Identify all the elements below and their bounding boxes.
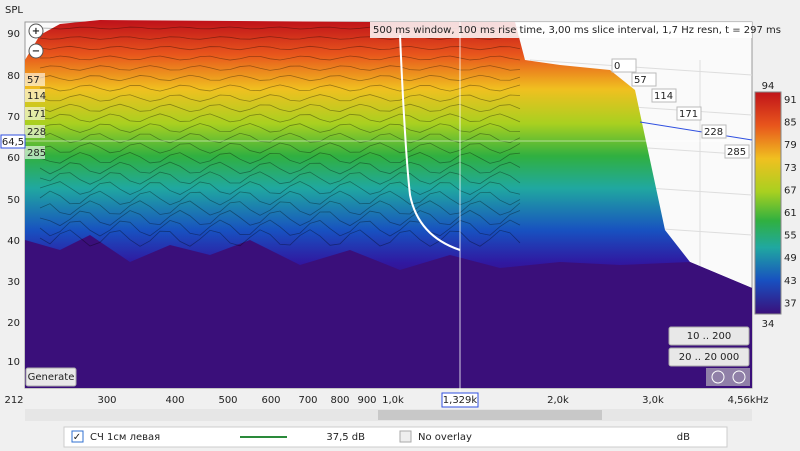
colorbar-tick: 73 bbox=[784, 163, 797, 174]
slice-label-right: 171 bbox=[679, 109, 698, 120]
decay-curve bbox=[399, 34, 461, 251]
trace-level: 37,5 dB bbox=[326, 432, 365, 443]
generate-button[interactable] bbox=[25, 367, 77, 387]
slice-label-right: 228 bbox=[704, 127, 723, 138]
y-tick-label: 70 bbox=[7, 112, 20, 123]
colorbar-tick: 37 bbox=[784, 298, 797, 309]
range-label-2: 20 .. 20 000 bbox=[679, 352, 739, 363]
header-info: 500 ms window, 100 ms rise time, 3,00 ms… bbox=[373, 25, 781, 36]
x-tick-label: 1,0k bbox=[382, 395, 404, 406]
range-label-1: 10 .. 200 bbox=[687, 331, 732, 342]
overlay-label: No overlay bbox=[418, 432, 472, 443]
cursor-y-label: 64,5 bbox=[2, 137, 24, 148]
overlay-unit: dB bbox=[677, 432, 690, 443]
zoom-box bbox=[706, 368, 750, 386]
colorbar bbox=[754, 91, 782, 315]
colorbar-max: 94 bbox=[762, 81, 775, 92]
colorbar-tick: 85 bbox=[784, 118, 797, 129]
x-tick-label: 800 bbox=[330, 395, 349, 406]
trace-name: СЧ 1см левая bbox=[90, 432, 160, 443]
x-tick-label: 400 bbox=[165, 395, 184, 406]
generate-label: Generate bbox=[28, 372, 75, 383]
colorbar-tick: 91 bbox=[784, 95, 797, 106]
zoom-out-icon: − bbox=[32, 46, 40, 57]
colorbar-tick: 43 bbox=[784, 276, 797, 287]
slice-label-left: 285 bbox=[27, 148, 46, 159]
trace-checkbox[interactable] bbox=[71, 430, 84, 443]
slice-label-left: 171 bbox=[27, 109, 46, 120]
slice-label-bg bbox=[25, 89, 45, 102]
x-tick-label: 900 bbox=[357, 395, 376, 406]
y-tick-label: 90 bbox=[7, 29, 20, 40]
cursor-x-label: 1,329k bbox=[443, 395, 478, 406]
slice-label-bg bbox=[724, 144, 750, 159]
x-tick-label: 600 bbox=[261, 395, 280, 406]
colorbar-tick: 67 bbox=[784, 185, 797, 196]
x-tick-label: 4,56kHz bbox=[728, 395, 769, 406]
slice-label-bg bbox=[611, 58, 637, 73]
check-mark: ✓ bbox=[73, 432, 81, 443]
colorbar-min: 34 bbox=[762, 319, 775, 330]
y-tick-label: 50 bbox=[7, 195, 20, 206]
colorbar-tick: 79 bbox=[784, 140, 797, 151]
colorbar-tick: 55 bbox=[784, 231, 797, 242]
slice-label-bg bbox=[701, 124, 727, 139]
h-zoom-in[interactable] bbox=[732, 370, 746, 384]
y-tick-label: 20 bbox=[7, 318, 20, 329]
zoom-out[interactable] bbox=[28, 43, 44, 59]
slice-label-bg bbox=[651, 88, 677, 103]
scrollbar-thumb[interactable] bbox=[378, 410, 602, 420]
slice-label-bg bbox=[676, 106, 702, 121]
x-tick-label: 500 bbox=[218, 395, 237, 406]
slice-label-right: 285 bbox=[727, 147, 746, 158]
slice-label-left: 228 bbox=[27, 127, 46, 138]
waterfall-floor bbox=[25, 235, 752, 388]
slice-label-right: 0 bbox=[614, 61, 620, 72]
slice-line bbox=[639, 121, 753, 141]
x-tick-label: 3,0k bbox=[642, 395, 664, 406]
header-bg bbox=[370, 22, 752, 38]
cursor-y-box bbox=[0, 134, 26, 149]
overlay-checkbox[interactable] bbox=[399, 430, 412, 443]
colorbar-tick: 49 bbox=[784, 253, 797, 264]
range-button-1[interactable] bbox=[668, 326, 750, 346]
slice-label-bg bbox=[25, 107, 45, 120]
y-tick-label: 30 bbox=[7, 277, 20, 288]
y-tick-label: 60 bbox=[7, 153, 20, 164]
x-tick-label: 2,0k bbox=[547, 395, 569, 406]
x-tick-label: 700 bbox=[298, 395, 317, 406]
legend-row bbox=[63, 426, 728, 448]
slice-label-left: 57 bbox=[27, 75, 40, 86]
slice-label-right: 114 bbox=[654, 91, 673, 102]
slice-label-bg bbox=[631, 72, 657, 87]
slice-label-bg bbox=[25, 73, 45, 86]
colorbar-tick: 61 bbox=[784, 208, 797, 219]
x-tick-label: 212 bbox=[4, 395, 23, 406]
h-zoom-out[interactable] bbox=[711, 370, 725, 384]
slice-label-bg bbox=[25, 146, 45, 159]
slice-label-left: 114 bbox=[27, 91, 46, 102]
slice-label-bg bbox=[25, 125, 45, 138]
y-axis-label: SPL bbox=[5, 5, 23, 16]
y-tick-label: 80 bbox=[7, 71, 20, 82]
y-tick-label: 40 bbox=[7, 236, 20, 247]
range-button-2[interactable] bbox=[668, 347, 750, 367]
zoom-in[interactable] bbox=[28, 23, 44, 39]
cursor-x-box bbox=[441, 392, 479, 408]
y-tick-label: 10 bbox=[7, 357, 20, 368]
zoom-in-icon: + bbox=[32, 26, 40, 37]
x-tick-label: 300 bbox=[97, 395, 116, 406]
slice-label-right: 57 bbox=[634, 75, 647, 86]
